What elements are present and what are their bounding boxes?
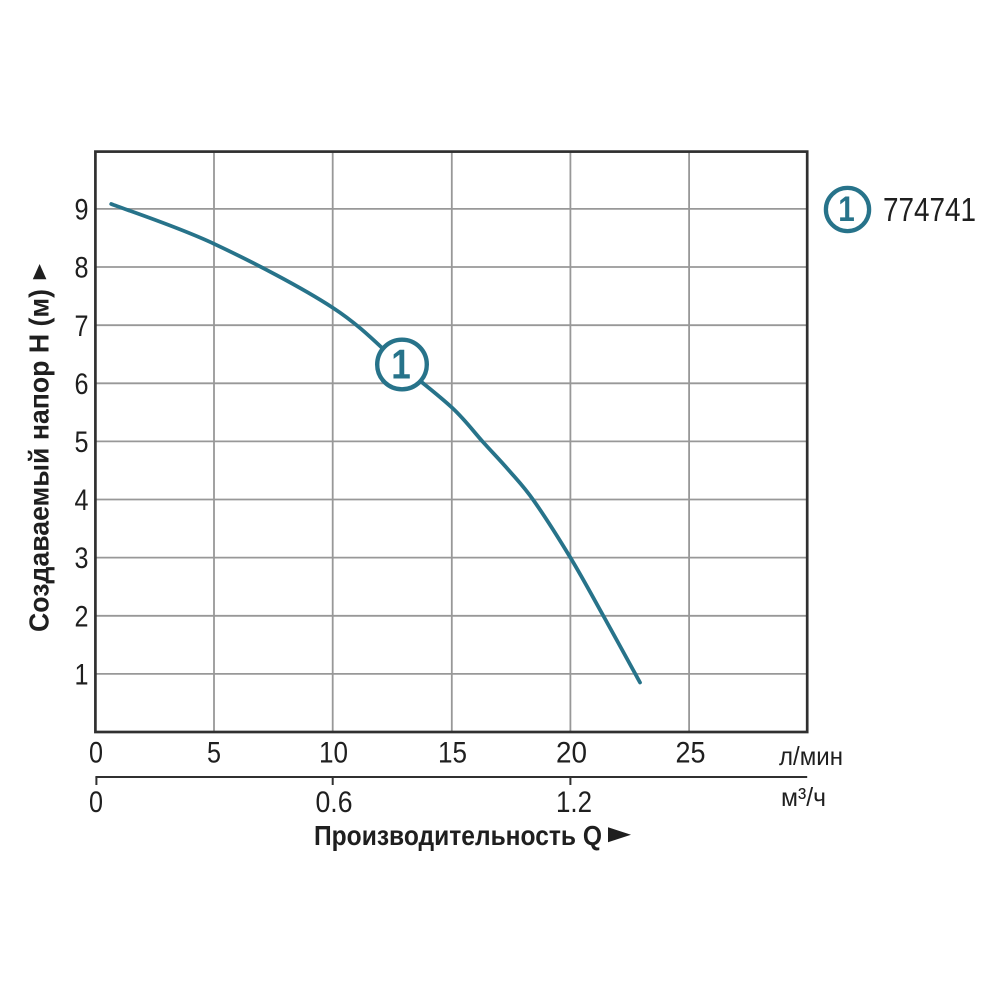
svg-text:2: 2 xyxy=(75,600,89,633)
svg-text:7: 7 xyxy=(75,310,89,343)
svg-text:9: 9 xyxy=(75,194,89,227)
svg-text:1.2: 1.2 xyxy=(556,786,592,819)
svg-text:5: 5 xyxy=(207,737,221,770)
svg-text:5: 5 xyxy=(75,426,89,459)
svg-text:0: 0 xyxy=(89,786,103,819)
svg-text:1: 1 xyxy=(391,341,411,388)
svg-text:1: 1 xyxy=(75,659,89,692)
svg-text:10: 10 xyxy=(319,737,348,770)
svg-text:4: 4 xyxy=(75,484,89,517)
svg-text:0.6: 0.6 xyxy=(316,786,353,819)
svg-text:л/мин: л/мин xyxy=(779,741,843,771)
svg-text:25: 25 xyxy=(676,737,706,770)
svg-text:Производительность Q: Производительность Q xyxy=(314,820,602,851)
svg-text:6: 6 xyxy=(75,368,89,401)
svg-text:0: 0 xyxy=(89,737,103,770)
svg-text:м³/ч: м³/ч xyxy=(781,782,826,812)
svg-text:8: 8 xyxy=(75,252,89,285)
svg-text:20: 20 xyxy=(556,737,587,770)
svg-text:1: 1 xyxy=(838,190,855,229)
svg-text:Создаваемый напор H (м): Создаваемый напор H (м) xyxy=(24,289,55,632)
svg-text:15: 15 xyxy=(438,737,467,770)
svg-text:3: 3 xyxy=(75,542,89,575)
svg-text:774741: 774741 xyxy=(883,191,976,228)
